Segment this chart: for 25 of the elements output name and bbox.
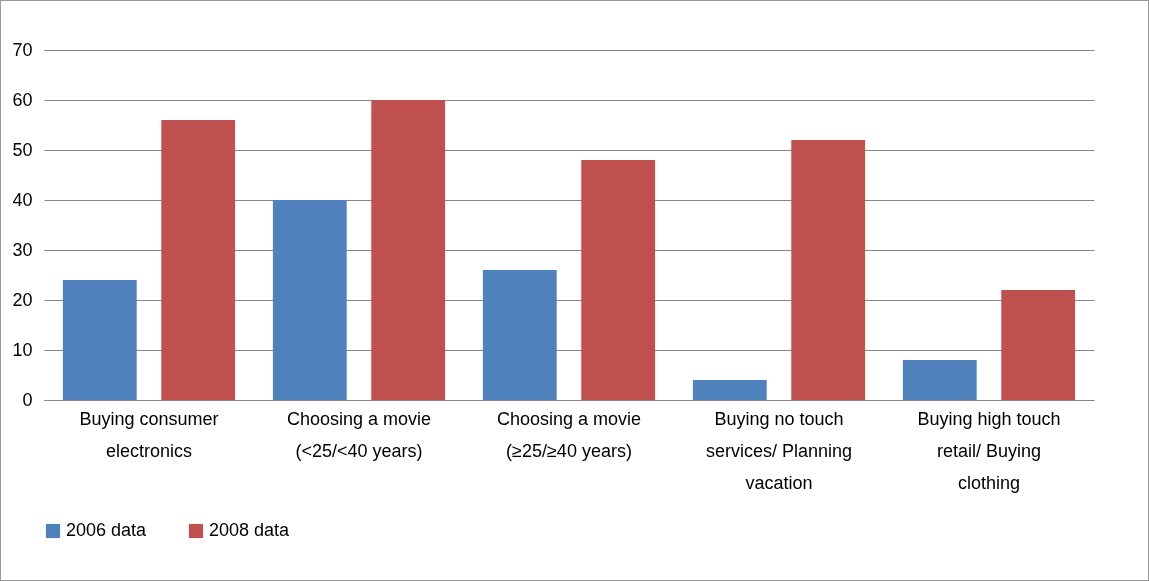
x-tick-label: Buying consumer electronics bbox=[79, 408, 219, 461]
bar bbox=[482, 270, 557, 400]
y-tick-label: 40 bbox=[12, 189, 33, 210]
bar bbox=[161, 120, 236, 400]
bar bbox=[371, 100, 446, 400]
legend-label: 2008 data bbox=[209, 520, 291, 540]
x-tick-label: Buying high touch retail/ Buying clothing bbox=[917, 408, 1061, 493]
x-tick-label: Choosing a movie (<25/<40 years) bbox=[286, 408, 432, 461]
bar bbox=[692, 380, 767, 400]
bar bbox=[581, 160, 656, 400]
y-tick-label: 60 bbox=[12, 89, 33, 110]
y-tick-label: 10 bbox=[12, 339, 33, 360]
bar bbox=[272, 200, 347, 400]
y-tick-label: 30 bbox=[12, 239, 33, 260]
y-tick-label: 20 bbox=[12, 289, 33, 310]
x-tick-label: Buying no touch services/ Planning vacation bbox=[705, 408, 853, 493]
bar bbox=[1001, 290, 1076, 400]
x-tick-label: Choosing a movie (≥25/≥40 years) bbox=[496, 408, 642, 461]
y-tick-label: 0 bbox=[22, 389, 33, 410]
y-tick-label: 50 bbox=[12, 139, 33, 160]
bar bbox=[62, 280, 137, 400]
y-tick-label: 70 bbox=[12, 39, 33, 60]
bar bbox=[791, 140, 866, 400]
bar bbox=[902, 360, 977, 400]
legend-label: 2006 data bbox=[66, 520, 148, 540]
